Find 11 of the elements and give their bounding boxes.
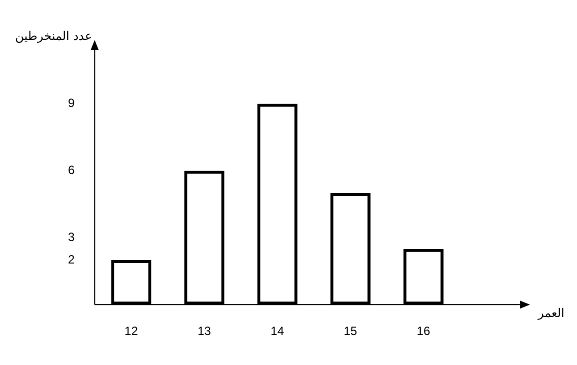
x-tick-label: 14	[270, 324, 284, 338]
y-tick-label: 3	[68, 230, 75, 244]
y-tick-label: 2	[68, 252, 75, 266]
x-tick-label: 15	[344, 324, 358, 338]
x-tick-label: 12	[124, 324, 138, 338]
y-tick-label: 6	[68, 163, 75, 178]
y-axis-title: عدد المنخرطين	[14, 28, 92, 45]
x-axis-title: العمر	[538, 306, 564, 320]
x-tick-label: 13	[198, 324, 212, 338]
x-tick-label: 16	[416, 324, 430, 338]
y-tick-label: 9	[68, 96, 75, 110]
